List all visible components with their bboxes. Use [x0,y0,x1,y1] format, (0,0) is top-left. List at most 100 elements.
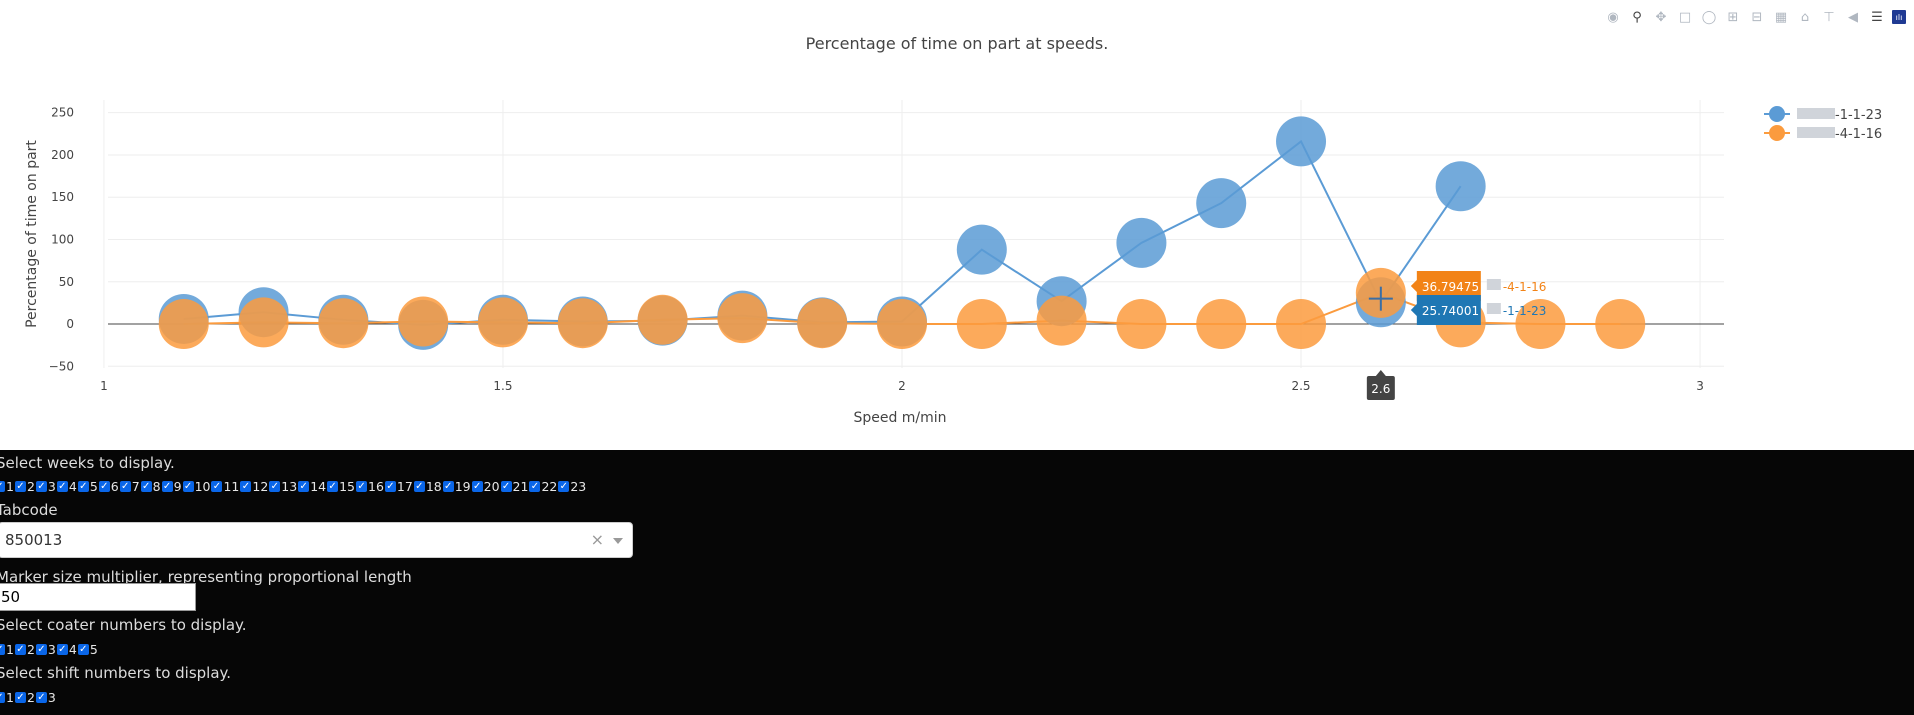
week-checkbox-5[interactable]: ✓ 5 [77,479,98,494]
shift-checkbox-2[interactable]: ✓ 2 [14,690,35,705]
week-checkbox-10[interactable]: ✓ 10 [182,479,210,494]
week-checkbox-label: 1 [6,479,14,494]
check-icon: ✓ [327,481,339,492]
hover-tooltip: 36.79475 -4-1-16 25.74001 -1-1-23 2.6 [1366,271,1547,400]
coater-checklist: ✓1✓2✓3✓4✓5 [0,642,99,657]
hover-closest-icon[interactable]: ◀ [1848,9,1858,25]
week-checkbox-17[interactable]: ✓ 17 [384,479,413,494]
week-checkbox-18[interactable]: ✓ 18 [413,479,442,494]
coater-checkbox-label: 5 [89,642,98,657]
coater-checkbox-3[interactable]: ✓ 3 [35,642,56,657]
week-checkbox-label: 13 [281,479,298,494]
shift-checkbox-label: 2 [26,690,35,705]
shift-checkbox-label: 3 [47,690,56,705]
week-checkbox-14[interactable]: ✓ 14 [298,479,326,494]
x-hover-box [1366,376,1395,400]
data-point [797,298,848,349]
zoom-icon[interactable]: ⚲ [1632,9,1642,25]
week-checkbox-16[interactable]: ✓ 16 [356,479,384,494]
week-checkbox-21[interactable]: ✓ 21 [500,479,528,494]
data-point [1276,116,1327,167]
coater-checkbox-1[interactable]: ✓1 [0,642,14,657]
coater-checkbox-5[interactable]: ✓ 5 [77,642,98,657]
plotly-logo-icon[interactable]: ılı [1892,10,1906,24]
coater-checkbox-label: 2 [26,642,35,657]
week-checkbox-label: 3 [47,479,56,494]
week-checkbox-20[interactable]: ✓ 20 [471,479,500,494]
shift-checkbox-label: 1 [6,690,14,705]
week-checkbox-3[interactable]: ✓ 3 [35,479,56,494]
modebar: ◉ ⚲ ✥ □ ◯ ⊞ ⊟ ▦ ⌂ ⊤ ◀ ☰ ılı [1604,8,1906,26]
week-checkbox-label: 22 [541,479,558,494]
pan-icon[interactable]: ✥ [1655,9,1667,25]
check-icon: ✓ [529,481,541,492]
week-checkbox-7[interactable]: ✓ 7 [119,479,140,494]
hover-series-name: -1-1-23 [1503,304,1547,318]
week-checkbox-2[interactable]: ✓ 2 [14,479,35,494]
data-point [1435,161,1486,212]
hover-series-name: -4-1-16 [1503,280,1547,294]
coater-checkbox-label: 4 [68,642,77,657]
check-icon: ✓ [14,481,26,492]
y-tick-label: 50 [59,275,74,289]
week-checkbox-1[interactable]: ✓1 [0,479,14,494]
data-point [158,299,209,350]
check-icon: ✓ [56,644,68,655]
x-tick-label: 2 [898,379,906,393]
check-icon: ✓ [0,692,5,703]
y-axis-label: Percentage of time on part [24,140,40,328]
hover-compare-icon[interactable]: ☰ [1871,9,1883,25]
week-checkbox-9[interactable]: ✓ 9 [161,479,182,494]
tabcode-dropdown[interactable]: 850013 × [0,522,633,558]
coater-checkbox-4[interactable]: ✓ 4 [56,642,77,657]
camera-icon[interactable]: ◉ [1607,9,1619,25]
week-checkbox-label: 15 [339,479,356,494]
week-checkbox-label: 9 [173,479,182,494]
clear-icon[interactable]: × [590,530,604,549]
marker-size-input[interactable]: 50 [0,583,196,611]
zoom-out-icon[interactable]: ⊟ [1751,9,1763,25]
week-checkbox-label: 23 [570,479,587,494]
check-icon: ✓ [384,481,396,492]
x-tick-label: 3 [1696,379,1704,393]
data-point [956,299,1007,350]
week-checkbox-19[interactable]: ✓ 19 [442,479,471,494]
reset-axes-icon[interactable]: ⌂ [1800,9,1810,25]
chevron-down-icon[interactable] [613,538,623,544]
week-checkbox-15[interactable]: ✓ 15 [327,479,355,494]
week-checkbox-13[interactable]: ✓ 13 [269,479,297,494]
check-icon: ✓ [14,644,26,655]
week-checkbox-11[interactable]: ✓ 11 [211,479,239,494]
week-checkbox-label: 17 [396,479,413,494]
y-tick-label: 100 [51,232,74,246]
week-checkbox-6[interactable]: ✓ 6 [98,479,119,494]
shift-checkbox-1[interactable]: ✓1 [0,690,14,705]
zoom-in-icon[interactable]: ⊞ [1727,9,1739,25]
week-checkbox-label: 19 [454,479,471,494]
y-tick-label: 150 [51,190,74,204]
tabcode-value: 850013 [5,531,63,549]
check-icon: ✓ [140,481,152,492]
data-point [1276,299,1327,350]
week-checkbox-4[interactable]: ✓ 4 [56,479,77,494]
legend: -1-1-23 -4-1-16 [1764,106,1882,142]
coater-checkbox-label: 1 [6,642,14,657]
week-checkbox-12[interactable]: ✓ 12 [240,479,268,494]
box-select-icon[interactable]: □ [1678,9,1692,25]
autoscale-icon[interactable]: ▦ [1774,9,1788,25]
check-icon: ✓ [119,481,131,492]
hover-box [1410,295,1481,325]
week-checkbox-8[interactable]: ✓ 8 [140,479,161,494]
weeks-checklist: ✓1✓2✓3✓4✓5✓6✓7✓8✓9✓10✓11✓12✓13✓14✓15✓16✓… [0,479,587,494]
x-hover-label: 2.6 [1371,382,1390,396]
check-icon: ✓ [356,481,368,492]
shift-checkbox-3[interactable]: ✓ 3 [35,690,56,705]
check-icon: ✓ [35,644,47,655]
weeks-label: Select weeks to display. [0,454,175,472]
lasso-icon[interactable]: ◯ [1701,9,1717,25]
week-checkbox-22[interactable]: ✓ 22 [529,479,557,494]
coater-checkbox-2[interactable]: ✓ 2 [14,642,35,657]
spike-lines-icon[interactable]: ⊤ [1823,9,1835,25]
week-checkbox-23[interactable]: ✓ 23 [558,479,586,494]
hover-value: 25.74001 [1422,304,1479,318]
